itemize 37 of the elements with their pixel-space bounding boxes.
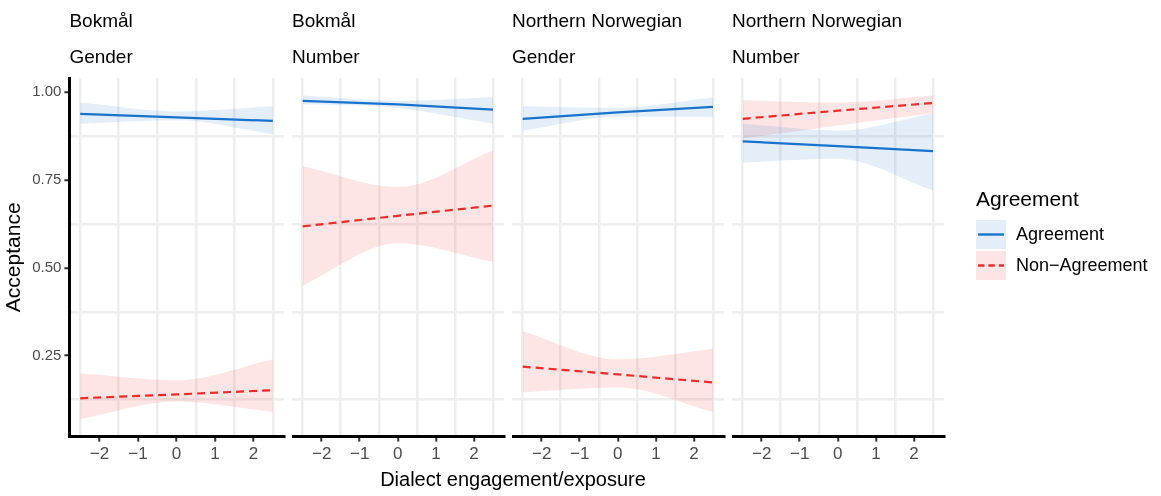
x-tick-label: 0	[833, 444, 843, 464]
y-axis-title: Acceptance	[1, 202, 25, 313]
x-tick-label: −1	[570, 444, 590, 464]
y-tick-label: 0.50	[32, 257, 62, 275]
y-tick-label: 0.75	[32, 170, 62, 188]
chart-title: Northern Norwegian	[512, 10, 683, 32]
x-tick-label: 1	[210, 444, 220, 464]
x-tick-label: −2	[751, 444, 772, 464]
chart-title: Bokmål	[292, 10, 356, 32]
x-tick-label: −2	[531, 444, 552, 464]
x-tick-label: −1	[790, 444, 810, 464]
chart-subtitle: Gender	[512, 46, 577, 68]
x-tick-label: −2	[311, 444, 332, 464]
chart-subtitle: Number	[732, 46, 801, 68]
chart-subtitle: Gender	[69, 46, 134, 68]
x-tick-label: −2	[89, 444, 110, 464]
legend-title: Agreement	[976, 187, 1080, 211]
x-tick-label: −1	[350, 444, 370, 464]
x-tick-label: 2	[248, 444, 259, 464]
x-tick-label: 0	[393, 444, 403, 464]
y-tick-label: 1.00	[32, 82, 62, 100]
x-tick-label: 2	[469, 444, 479, 464]
x-tick-label: 0	[613, 444, 623, 464]
x-tick-label: 2	[909, 444, 919, 464]
chart-title: Bokmål	[69, 10, 133, 32]
chart-title: Northern Norwegian	[732, 10, 903, 32]
x-tick-label: 1	[431, 444, 441, 464]
x-tick-label: 0	[171, 444, 182, 464]
legend-label: Agreement	[1016, 224, 1105, 245]
x-axis-title: Dialect engagement/exposure	[379, 468, 647, 491]
x-tick-label: 1	[651, 444, 661, 464]
chart-subtitle: Number	[292, 46, 361, 68]
x-tick-label: 2	[689, 444, 699, 464]
y-tick-label: 0.25	[32, 345, 62, 363]
legend-label: Non−Agreement	[1016, 255, 1148, 276]
x-tick-label: 1	[871, 444, 881, 464]
x-tick-label: −1	[128, 444, 148, 464]
